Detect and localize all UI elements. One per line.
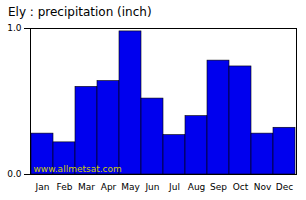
svg-text:Mar: Mar — [78, 182, 95, 192]
svg-text:Nov: Nov — [254, 182, 272, 192]
svg-text:1.0: 1.0 — [7, 23, 22, 33]
svg-text:Aug: Aug — [188, 182, 206, 192]
svg-text:Jan: Jan — [35, 182, 50, 192]
svg-text:Oct: Oct — [233, 182, 249, 192]
svg-text:Feb: Feb — [57, 182, 73, 192]
svg-text:Sep: Sep — [210, 182, 227, 192]
svg-text:Jun: Jun — [144, 182, 159, 192]
html-text:Ely : precipitation (inch): Ely : precipitation (inch) — [8, 5, 152, 19]
svg-text:Apr: Apr — [101, 182, 117, 192]
svg-text:www.allmetsat.com: www.allmetsat.com — [34, 164, 122, 174]
svg-text:May: May — [121, 182, 140, 192]
svg-text:Jul: Jul — [168, 182, 180, 192]
svg-text:Dec: Dec — [276, 182, 293, 192]
svg-text:0.0: 0.0 — [7, 169, 22, 179]
